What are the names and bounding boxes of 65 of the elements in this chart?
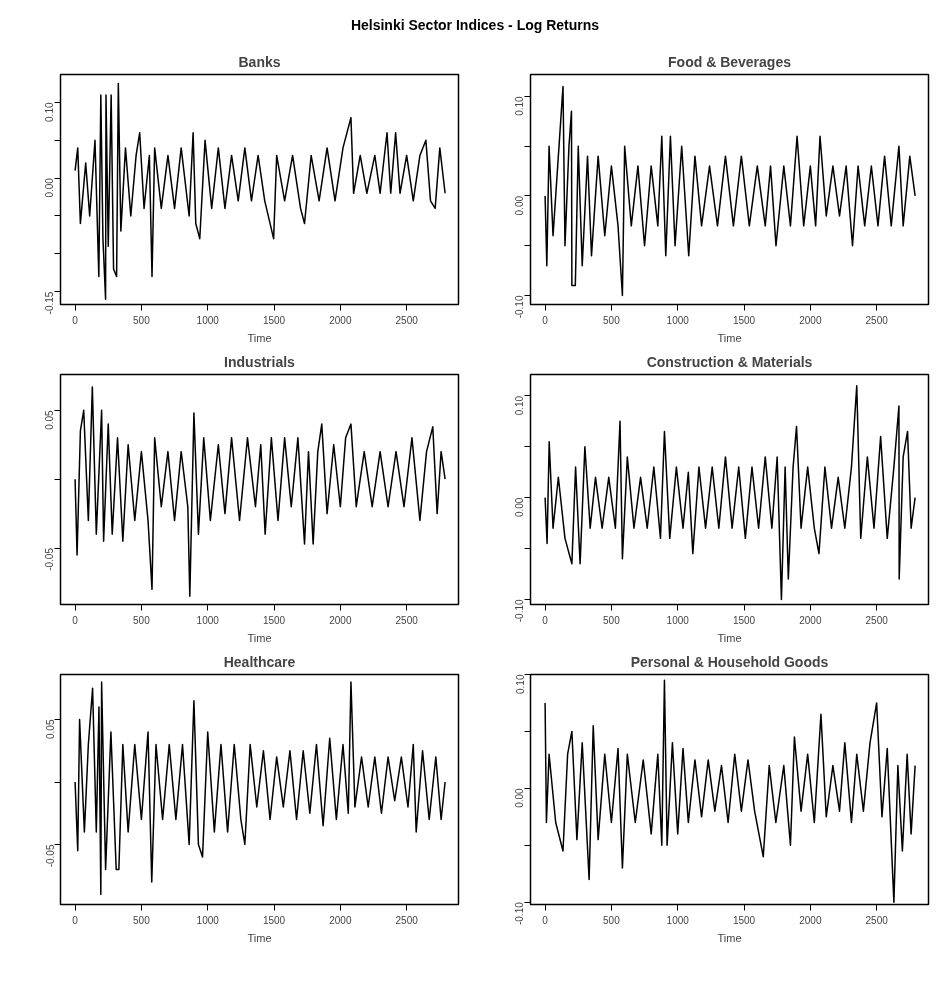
chart-title: Construction & Materials xyxy=(646,353,813,370)
x-tick-label: 2500 xyxy=(395,314,419,326)
x-tick-label: 2000 xyxy=(329,614,352,626)
x-tick-label: 500 xyxy=(133,614,151,626)
chart-title: Banks xyxy=(238,53,281,70)
x-tick-label: 1500 xyxy=(732,614,756,626)
chart-title: Industrials xyxy=(224,353,296,370)
y-tick-label: -0.05 xyxy=(44,844,56,868)
x-tick-label: 2000 xyxy=(799,314,822,326)
y-tick-label: 0.05 xyxy=(44,719,56,739)
x-tick-label: 1500 xyxy=(262,614,286,626)
x-tick-label: 2500 xyxy=(865,314,889,326)
x-tick-label: 2500 xyxy=(865,614,889,626)
y-tick-label: 0.10 xyxy=(44,102,56,122)
y-tick-label: 0.00 xyxy=(514,497,526,518)
x-tick-label: 2500 xyxy=(865,914,889,926)
x-tick-label: 1000 xyxy=(196,314,220,326)
x-tick-label: 500 xyxy=(603,614,621,626)
x-tick-label: 2000 xyxy=(799,614,822,626)
x-tick-label: 0 xyxy=(72,314,79,326)
y-tick-label: 0.10 xyxy=(514,95,526,116)
y-tick-label: -0.10 xyxy=(514,598,526,623)
text: Helsinki Sector Indices - Log Returns xyxy=(350,16,600,35)
x-tick-label: 2500 xyxy=(395,614,419,626)
x-tick-label: 1000 xyxy=(196,914,220,926)
x-axis-title: Time xyxy=(247,631,272,644)
x-tick-label: 0 xyxy=(72,914,79,926)
chart-title: Healthcare xyxy=(223,653,296,670)
y-tick-label: -0.15 xyxy=(44,291,56,315)
x-tick-label: 2500 xyxy=(395,914,419,926)
y-tick-label: -0.10 xyxy=(514,901,526,926)
x-tick-label: 0 xyxy=(542,614,549,626)
x-tick-label: 500 xyxy=(603,914,621,926)
y-tick-label: -0.05 xyxy=(44,547,56,571)
y-tick-label: 0.00 xyxy=(44,177,56,198)
x-tick-label: 500 xyxy=(133,314,151,326)
y-tick-label: 0.10 xyxy=(514,674,526,694)
x-tick-label: 0 xyxy=(72,614,79,626)
chart-title: Personal & Household Goods xyxy=(630,653,829,670)
x-tick-label: 1500 xyxy=(732,914,756,926)
y-tick-label: 0.00 xyxy=(514,787,526,808)
y-tick-label: 0.05 xyxy=(44,409,56,430)
x-tick-label: 1500 xyxy=(732,314,756,326)
x-tick-label: 1000 xyxy=(666,614,690,626)
y-tick-label: 0.00 xyxy=(514,195,526,216)
x-axis-title: Time xyxy=(247,331,272,344)
x-tick-label: 2000 xyxy=(799,914,822,926)
x-tick-label: 500 xyxy=(603,314,621,326)
x-tick-label: 0 xyxy=(542,314,549,326)
x-axis-title: Time xyxy=(717,331,742,344)
x-tick-label: 1000 xyxy=(196,614,220,626)
x-axis-title: Time xyxy=(717,931,742,944)
x-tick-label: 1000 xyxy=(666,914,690,926)
x-tick-label: 1500 xyxy=(262,914,286,926)
y-tick-label: 0.10 xyxy=(514,395,526,416)
x-axis-title: Time xyxy=(247,931,272,944)
x-tick-label: 2000 xyxy=(329,914,352,926)
chart-title: Food & Beverages xyxy=(668,53,792,70)
y-tick-label: -0.10 xyxy=(514,295,526,319)
x-tick-label: 2000 xyxy=(329,314,352,326)
x-tick-label: 0 xyxy=(542,914,549,926)
x-tick-label: 500 xyxy=(133,914,151,926)
x-tick-label: 1500 xyxy=(262,314,286,326)
x-axis-title: Time xyxy=(717,631,742,644)
x-tick-label: 1000 xyxy=(666,314,690,326)
